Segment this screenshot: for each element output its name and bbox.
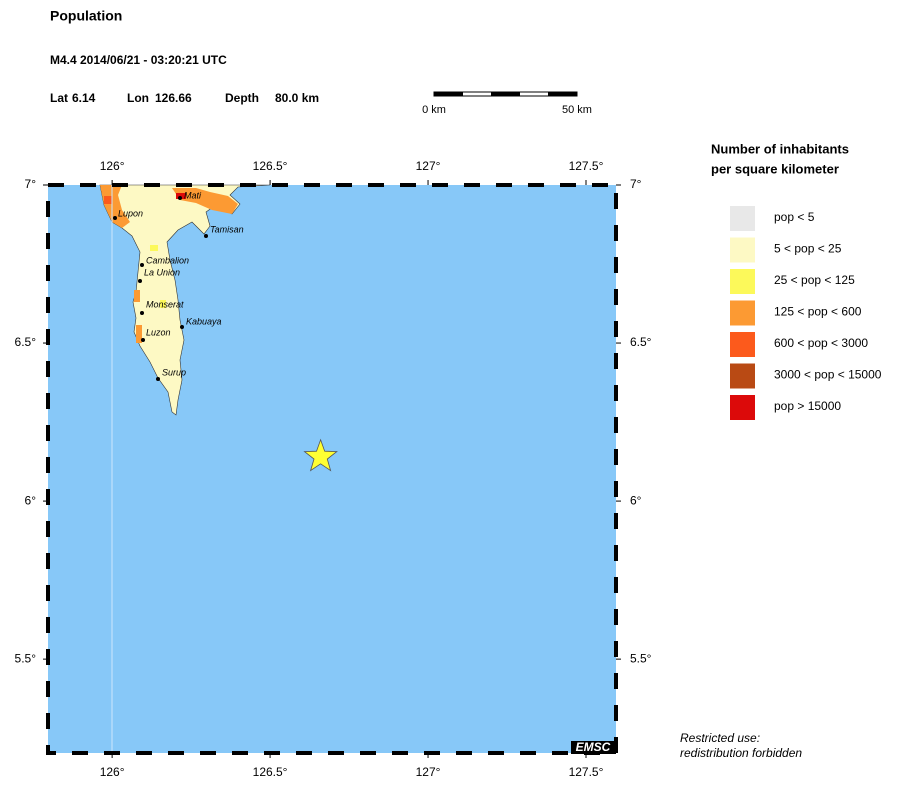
lat-tick-label: 7° [25,177,37,191]
legend-label: pop > 15000 [774,399,841,413]
lon-tick-label: 126° [100,159,125,173]
lon-tick-label: 126° [100,765,125,779]
legend-label: pop < 5 [774,210,815,224]
lat-tick-label: 5.5° [15,651,37,665]
legend-label: 5 < pop < 25 [774,242,842,256]
legend-swatch [730,269,755,294]
legend-swatch [730,206,755,231]
lat-tick-label: 6.5° [630,335,652,349]
legend-label: 25 < pop < 125 [774,273,855,287]
legend-title: per square kilometer [711,161,839,176]
lon-tick-label: 127.5° [569,159,604,173]
frame [46,183,618,755]
legend-swatch [730,300,755,326]
credit-box [571,741,616,754]
city-label: Surup [162,367,186,377]
lat-tick-label: 6° [630,493,642,507]
city-dots [113,196,208,381]
legend-swatch [730,332,755,357]
event: M4.4 2014/06/21 - 03:20:21 UTC [50,53,227,67]
credit: EMSC [576,740,611,754]
legend-swatch [730,395,755,420]
city-label: Mati [184,190,202,200]
city-label: La Union [144,267,180,277]
legend-label: 600 < pop < 3000 [774,336,868,350]
lon-tick-label: 127° [416,159,441,173]
depth-label: Depth [225,91,259,105]
city-label: Luzon [146,327,171,337]
lat-tick-label: 7° [630,177,642,191]
notice: redistribution forbidden [680,746,802,760]
lon-tick-label: 127° [416,765,441,779]
title: Population [50,8,122,24]
city-label: Cambalion [146,255,189,265]
legend-swatch [730,363,755,389]
city-label: Lupon [118,208,143,218]
scale-bar [433,91,578,97]
lon-label: Lon [127,91,149,105]
epicenter [303,438,338,472]
legend-title: Number of inhabitants [711,141,849,156]
city-label: Tamisan [210,224,244,234]
land [99,184,271,416]
lat-tick-label: 5.5° [630,651,652,665]
scale-end: 50 km [562,104,592,116]
lon-tick-label: 126.5° [253,765,288,779]
city-label: Kabuaya [186,316,222,326]
depth: 80.0 km [275,91,319,105]
city-label: Monserat [146,299,184,309]
sea [48,185,616,753]
lon: 126.66 [155,91,192,105]
notice: Restricted use: [680,731,760,745]
lon-tick-label: 127.5° [569,765,604,779]
scale-start: 0 km [422,104,446,116]
legend-label: 3000 < pop < 15000 [774,368,882,382]
lon-tick-label: 126.5° [253,159,288,173]
legend-swatch [730,237,755,263]
lat: 6.14 [72,91,96,105]
legend-label: 125 < pop < 600 [774,305,862,319]
lat-tick-label: 6.5° [15,335,37,349]
lat-label: Lat [50,91,68,105]
lat-tick-label: 6° [25,493,37,507]
